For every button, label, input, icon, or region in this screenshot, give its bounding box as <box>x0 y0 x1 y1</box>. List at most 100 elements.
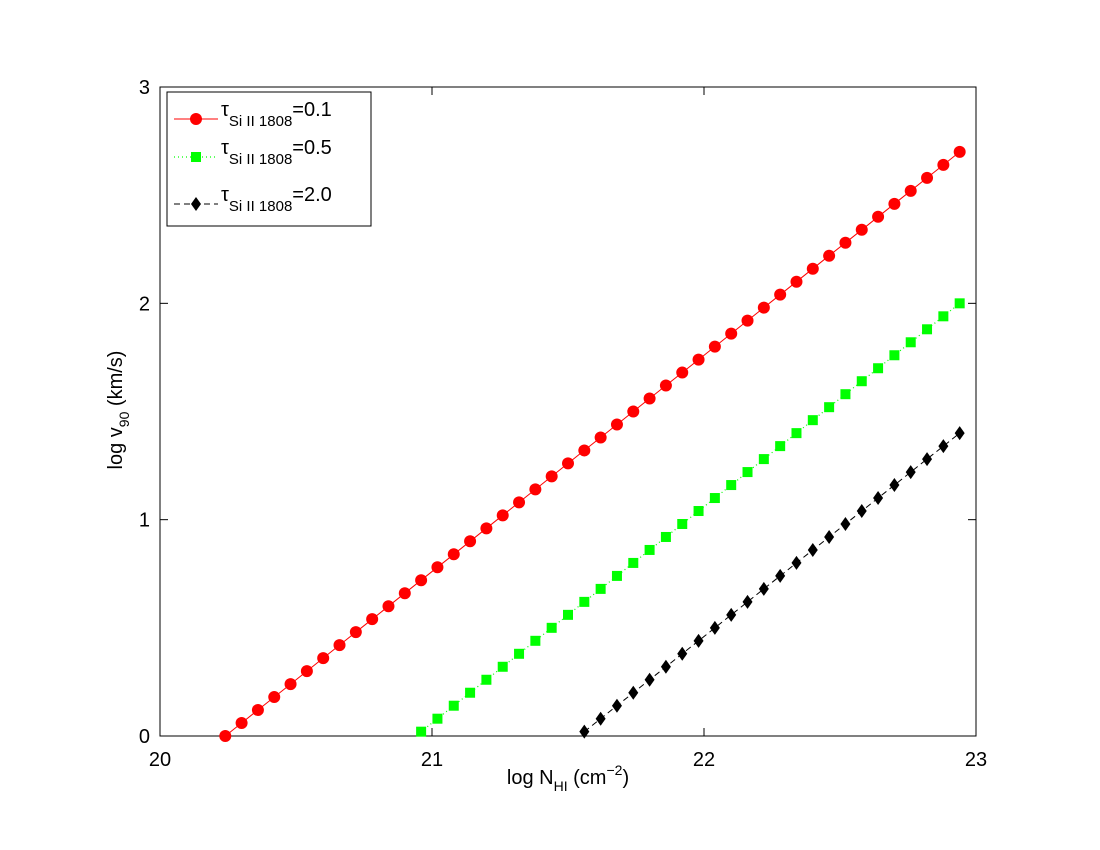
data-point <box>758 581 769 596</box>
data-point <box>300 665 313 678</box>
data-point <box>904 184 917 197</box>
data-point <box>465 687 476 698</box>
series-line-1 <box>420 302 961 733</box>
data-point <box>905 337 916 348</box>
legend-entry-0: τSi II 1808=0.1 <box>174 99 332 130</box>
data-point <box>806 262 819 275</box>
data-point <box>790 275 803 288</box>
data-point <box>726 480 737 491</box>
data-point <box>514 648 525 659</box>
data-point <box>432 713 443 724</box>
x-axis-label: log NHI (cm−2) <box>507 762 629 794</box>
data-point <box>644 672 655 687</box>
data-point <box>398 587 411 600</box>
data-point <box>611 570 622 581</box>
data-point <box>431 561 444 574</box>
data-point <box>873 491 884 506</box>
data-point <box>709 493 720 504</box>
legend: τSi II 1808=0.1 τSi II 1808=0.5 τSi II 1… <box>166 91 372 227</box>
data-point <box>447 548 460 561</box>
data-point <box>775 441 786 452</box>
x-tick-label: 20 <box>149 749 171 771</box>
data-point <box>938 311 949 322</box>
data-point <box>758 454 769 465</box>
data-point <box>415 574 428 587</box>
data-point <box>676 366 689 379</box>
data-point <box>251 704 264 717</box>
data-point <box>530 635 541 646</box>
data-point <box>660 531 671 542</box>
data-point <box>545 470 558 483</box>
data-point <box>856 376 867 387</box>
x-tick-label: 23 <box>965 749 987 771</box>
data-point <box>807 542 818 557</box>
data-point <box>284 678 297 691</box>
y-axis-label: log v90 (km/s) <box>105 351 132 470</box>
data-point <box>922 452 933 467</box>
data-point <box>889 478 900 493</box>
data-point <box>921 171 934 184</box>
data-point <box>317 652 330 665</box>
legend-entry-2: τSi II 1808=2.0 <box>174 184 332 215</box>
data-point <box>873 363 884 374</box>
data-point <box>579 596 590 607</box>
legend-entry-1: τSi II 1808=0.5 <box>174 137 332 168</box>
legend-marker-square <box>191 152 201 162</box>
data-point <box>659 379 672 392</box>
data-point <box>579 724 590 739</box>
data-point <box>513 496 526 509</box>
y-tick-label: 2 <box>139 293 150 315</box>
data-point <box>660 659 671 674</box>
data-point <box>219 730 232 742</box>
data-point <box>741 314 754 327</box>
data-point <box>497 661 508 672</box>
data-point <box>840 389 851 400</box>
data-point <box>529 483 542 496</box>
data-point <box>480 522 493 535</box>
data-point <box>742 594 753 609</box>
data-point <box>496 509 509 522</box>
data-point <box>889 350 900 361</box>
data-point <box>791 428 802 439</box>
data-point <box>693 506 704 517</box>
data-point <box>595 711 606 726</box>
data-point <box>677 518 688 529</box>
data-point <box>807 415 818 426</box>
data-point <box>791 555 802 570</box>
data-point <box>823 249 836 262</box>
data-point <box>366 613 379 626</box>
data-point <box>382 600 395 613</box>
data-point <box>905 465 916 480</box>
legend-marker-circle <box>190 113 202 125</box>
y-tick-label: 3 <box>139 77 150 99</box>
data-point <box>938 439 949 454</box>
data-point <box>693 633 704 648</box>
data-point <box>855 223 868 236</box>
data-point <box>610 418 623 431</box>
data-point <box>611 698 622 713</box>
data-point <box>757 301 770 314</box>
data-point <box>464 535 477 548</box>
data-point <box>872 210 885 223</box>
data-point <box>775 568 786 583</box>
data-point <box>840 516 851 531</box>
data-point <box>481 674 492 685</box>
series-layer <box>219 145 966 742</box>
data-point <box>824 529 835 544</box>
y-tick-label: 1 <box>139 510 150 532</box>
data-point <box>627 405 640 418</box>
data-point <box>824 402 835 413</box>
y-tick-label: 0 <box>139 726 150 748</box>
data-point <box>644 544 655 555</box>
data-point <box>563 609 573 620</box>
data-point <box>562 457 574 470</box>
data-point <box>333 639 346 652</box>
data-point <box>937 158 950 171</box>
data-point <box>235 717 248 730</box>
data-point <box>709 620 720 635</box>
data-point <box>922 324 933 335</box>
data-point <box>726 607 737 622</box>
data-point <box>856 504 867 519</box>
data-point <box>677 646 688 661</box>
